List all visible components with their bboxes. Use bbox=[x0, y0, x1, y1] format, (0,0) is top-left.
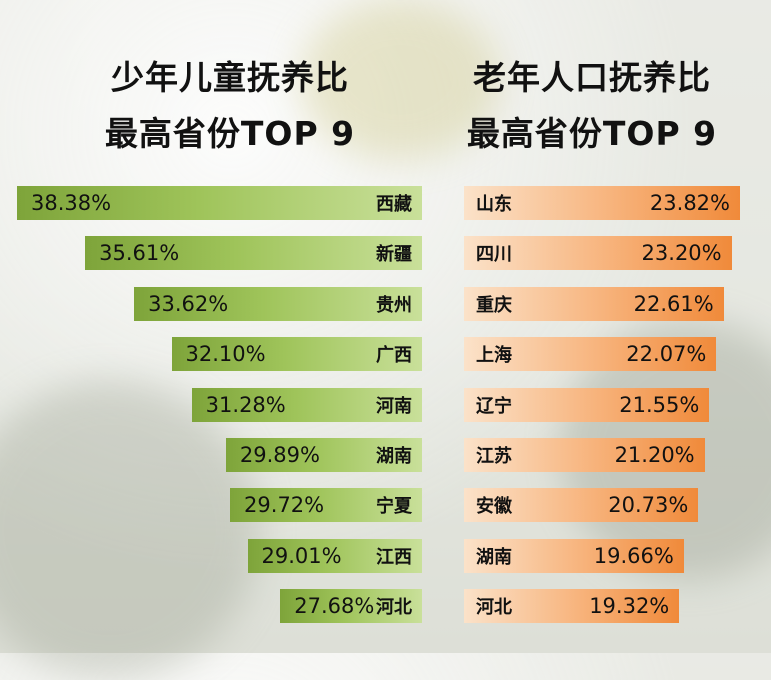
data-label: 29.89% bbox=[239, 443, 320, 467]
category-label: 宁夏 bbox=[375, 496, 412, 518]
bar-right: 河北 19.32% bbox=[464, 589, 680, 624]
bar-left: 27.68% 河北 bbox=[280, 589, 422, 624]
bar-left: 33.62% 贵州 bbox=[134, 286, 422, 321]
data-label: 29.72% bbox=[244, 493, 325, 518]
data-label: 22.07% bbox=[626, 342, 707, 367]
bar-left: 35.61% 新疆 bbox=[85, 236, 422, 271]
data-label: 31.28% bbox=[205, 392, 286, 417]
bar-right: 重庆 22.61% bbox=[464, 286, 724, 321]
category-label: 湖南 bbox=[375, 446, 412, 467]
bar-right: 四川 23.20% bbox=[464, 236, 732, 271]
category-label: 贵州 bbox=[375, 294, 412, 316]
category-label: 湖南 bbox=[476, 546, 512, 568]
background-blur bbox=[300, 0, 500, 160]
category-label: 广西 bbox=[375, 345, 412, 367]
category-label: 安徽 bbox=[476, 496, 512, 518]
data-label: 38.38% bbox=[31, 191, 112, 215]
bar-right: 上海 22.07% bbox=[464, 337, 717, 372]
category-label: 河北 bbox=[376, 597, 412, 619]
data-label: 27.68% bbox=[294, 594, 375, 619]
category-label: 西藏 bbox=[376, 194, 412, 215]
bar-right: 安徽 20.73% bbox=[464, 488, 699, 523]
bar-left: 32.10% 广西 bbox=[171, 337, 422, 372]
background-blur bbox=[0, 380, 260, 680]
category-label: 江西 bbox=[375, 546, 412, 568]
chart-title-line: 最高省份TOP 9 bbox=[466, 114, 718, 153]
category-label: 新疆 bbox=[375, 244, 412, 266]
data-label: 29.01% bbox=[261, 543, 342, 568]
bar-left: 29.01% 江西 bbox=[247, 538, 422, 573]
chart-title-line: 少年儿童抚养比 bbox=[111, 58, 349, 97]
bar-left: 29.72% 宁夏 bbox=[230, 488, 422, 523]
data-label: 21.20% bbox=[614, 443, 695, 467]
category-label: 山东 bbox=[476, 194, 512, 215]
data-label: 23.82% bbox=[649, 191, 730, 215]
category-label: 河北 bbox=[476, 597, 512, 619]
data-label: 23.20% bbox=[641, 241, 722, 266]
data-label: 33.62% bbox=[148, 291, 229, 316]
data-label: 21.55% bbox=[619, 392, 700, 417]
category-label: 重庆 bbox=[476, 294, 512, 316]
chart-title-right: 老年人口抚养比 最高省份TOP 9 bbox=[412, 50, 771, 162]
category-label: 河南 bbox=[375, 395, 412, 417]
chart-title-line: 最高省份TOP 9 bbox=[104, 114, 356, 153]
category-label: 四川 bbox=[476, 244, 512, 266]
bar-right: 山东 23.82% bbox=[464, 186, 740, 220]
bar-left: 29.89% 湖南 bbox=[225, 438, 422, 472]
bar-right: 湖南 19.66% bbox=[464, 538, 684, 573]
chart-title-left: 少年儿童抚养比 最高省份TOP 9 bbox=[50, 50, 410, 162]
data-label: 22.61% bbox=[633, 291, 714, 316]
data-label: 19.66% bbox=[593, 543, 674, 568]
data-label: 20.73% bbox=[608, 493, 689, 518]
bar-left: 31.28% 河南 bbox=[191, 387, 422, 422]
data-label: 35.61% bbox=[99, 241, 180, 266]
category-label: 江苏 bbox=[476, 446, 512, 467]
data-label: 19.32% bbox=[589, 594, 670, 619]
chart-title-line: 老年人口抚养比 bbox=[473, 58, 711, 97]
bar-right: 辽宁 21.55% bbox=[464, 387, 710, 422]
category-label: 辽宁 bbox=[476, 395, 512, 417]
data-label: 32.10% bbox=[185, 342, 266, 367]
bar-left: 38.38% 西藏 bbox=[17, 186, 422, 220]
category-label: 上海 bbox=[476, 345, 512, 367]
bar-right: 江苏 21.20% bbox=[464, 438, 705, 472]
